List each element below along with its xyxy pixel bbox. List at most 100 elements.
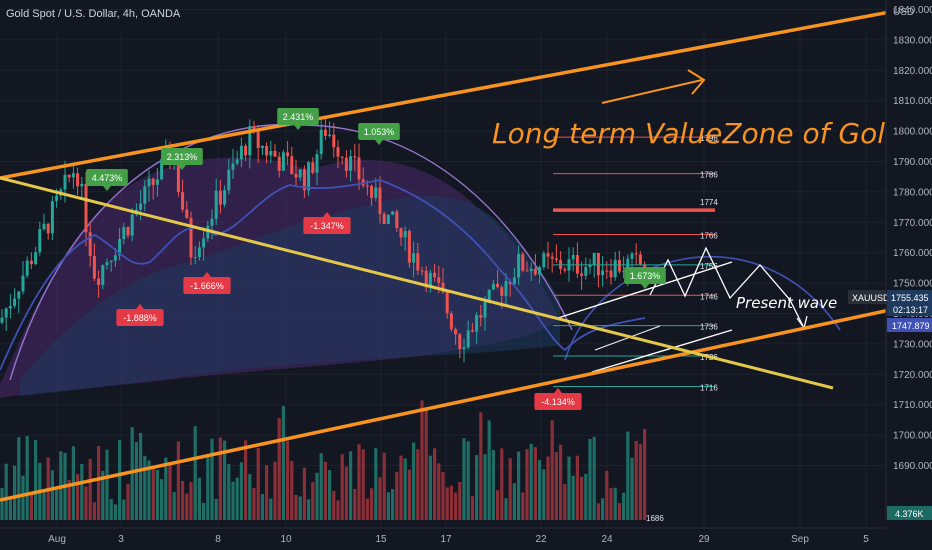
pct-label-pointer — [323, 212, 331, 217]
volume-bar — [273, 461, 277, 520]
candle-body — [248, 126, 252, 156]
candle-body — [227, 169, 231, 191]
level-label: 1774 — [700, 198, 718, 207]
level-label: 1746 — [700, 292, 718, 301]
candle-body — [433, 272, 437, 278]
pct-label-bg — [277, 108, 319, 125]
candle-body — [260, 145, 264, 149]
candle-body — [563, 269, 567, 271]
candle-body — [403, 231, 407, 238]
currency-label: USD — [893, 7, 914, 18]
price-tick-label: 1840.000 — [893, 5, 932, 16]
volume-bar — [554, 452, 558, 520]
volume-bar — [437, 463, 441, 520]
level-label: 1766 — [700, 231, 718, 240]
volume-bar — [185, 493, 189, 520]
candle-body — [575, 255, 579, 274]
pct-label-bg — [303, 217, 351, 234]
candle-body — [609, 270, 613, 278]
volume-bar — [50, 470, 54, 520]
ma-value-badge: 1747.879 — [892, 321, 930, 331]
volume-bar — [189, 481, 193, 520]
candle-body — [424, 270, 428, 288]
candle-body — [71, 173, 75, 178]
candle-body — [500, 287, 504, 296]
candle-body — [349, 156, 353, 171]
blue-cloud — [20, 196, 560, 396]
candle-body — [311, 162, 315, 173]
volume-bar — [328, 470, 332, 520]
volume-bar — [479, 412, 483, 520]
pct-label-bg — [624, 267, 666, 284]
volume-bar — [357, 444, 361, 520]
candle-body — [584, 266, 588, 276]
pct-label-pointer — [136, 304, 144, 309]
pct-label-bg — [161, 148, 203, 165]
volume-bar — [622, 492, 626, 520]
moving-average-line — [0, 179, 646, 371]
candle-body — [118, 239, 122, 256]
candle-body — [277, 156, 281, 171]
volume-bar — [101, 470, 105, 520]
volume-bar — [504, 498, 508, 520]
volume-bar — [227, 464, 231, 520]
candle-body — [223, 190, 227, 205]
candle-body — [374, 187, 378, 198]
volume-bar — [349, 451, 353, 520]
candle-body — [294, 174, 298, 178]
candle-body — [483, 302, 487, 318]
candle-body — [588, 265, 592, 267]
candle-body — [84, 183, 88, 233]
volume-bar — [538, 460, 542, 520]
volume-bar — [126, 483, 130, 520]
volume-bar — [118, 439, 122, 520]
volume-bar — [412, 442, 416, 520]
candle-body — [265, 145, 269, 156]
chart-title: Gold Spot / U.S. Dollar, 4h, OANDA — [6, 8, 181, 20]
candle-body — [185, 209, 189, 218]
volume-bar — [500, 448, 504, 520]
time-axis-label: 10 — [280, 534, 292, 545]
candle-body — [63, 174, 67, 190]
volume-bar — [340, 454, 344, 520]
volume-bar — [155, 469, 159, 520]
candle-body — [269, 150, 273, 156]
volume-bar — [370, 488, 374, 520]
candle-body — [244, 145, 248, 156]
volume-bar — [160, 479, 164, 520]
volume-bar — [584, 473, 588, 520]
volume-bar — [466, 441, 470, 520]
volume-bar — [445, 487, 449, 520]
time-axis-label: 3 — [118, 534, 124, 545]
candle-body — [378, 187, 382, 214]
candle-body — [197, 247, 201, 258]
level-label: 1716 — [700, 383, 718, 392]
candle-body — [8, 305, 12, 309]
volume-bar — [575, 455, 579, 520]
volume-bar — [210, 438, 214, 520]
candle-body — [319, 129, 323, 155]
volume-bar — [294, 494, 298, 520]
candle-body — [382, 213, 386, 224]
candle-body — [391, 211, 395, 215]
candle-body — [542, 253, 546, 268]
volume-bar — [462, 438, 466, 520]
pct-label-pointer — [294, 125, 302, 130]
percent-labels: 4.473% 2.313% 2.431% 1.053% 1.673% -1.888% -1.… — [86, 108, 666, 410]
volume-bar — [546, 456, 550, 520]
candle-body — [315, 154, 319, 173]
wave-zigzag — [649, 246, 804, 327]
candle-body — [412, 253, 416, 263]
candle-body — [445, 292, 449, 314]
volume-bar — [634, 440, 638, 520]
price-tick-label: 1790.000 — [893, 157, 932, 168]
volume-bar — [277, 418, 281, 520]
candle-body — [231, 163, 235, 170]
candle-body — [370, 185, 374, 198]
volume-bar — [25, 436, 29, 520]
volume-bar — [483, 454, 487, 520]
symbol-badge: XAUUSD — [852, 293, 890, 303]
volume-bar — [4, 463, 8, 520]
price-tick-label: 1710.000 — [893, 400, 932, 411]
